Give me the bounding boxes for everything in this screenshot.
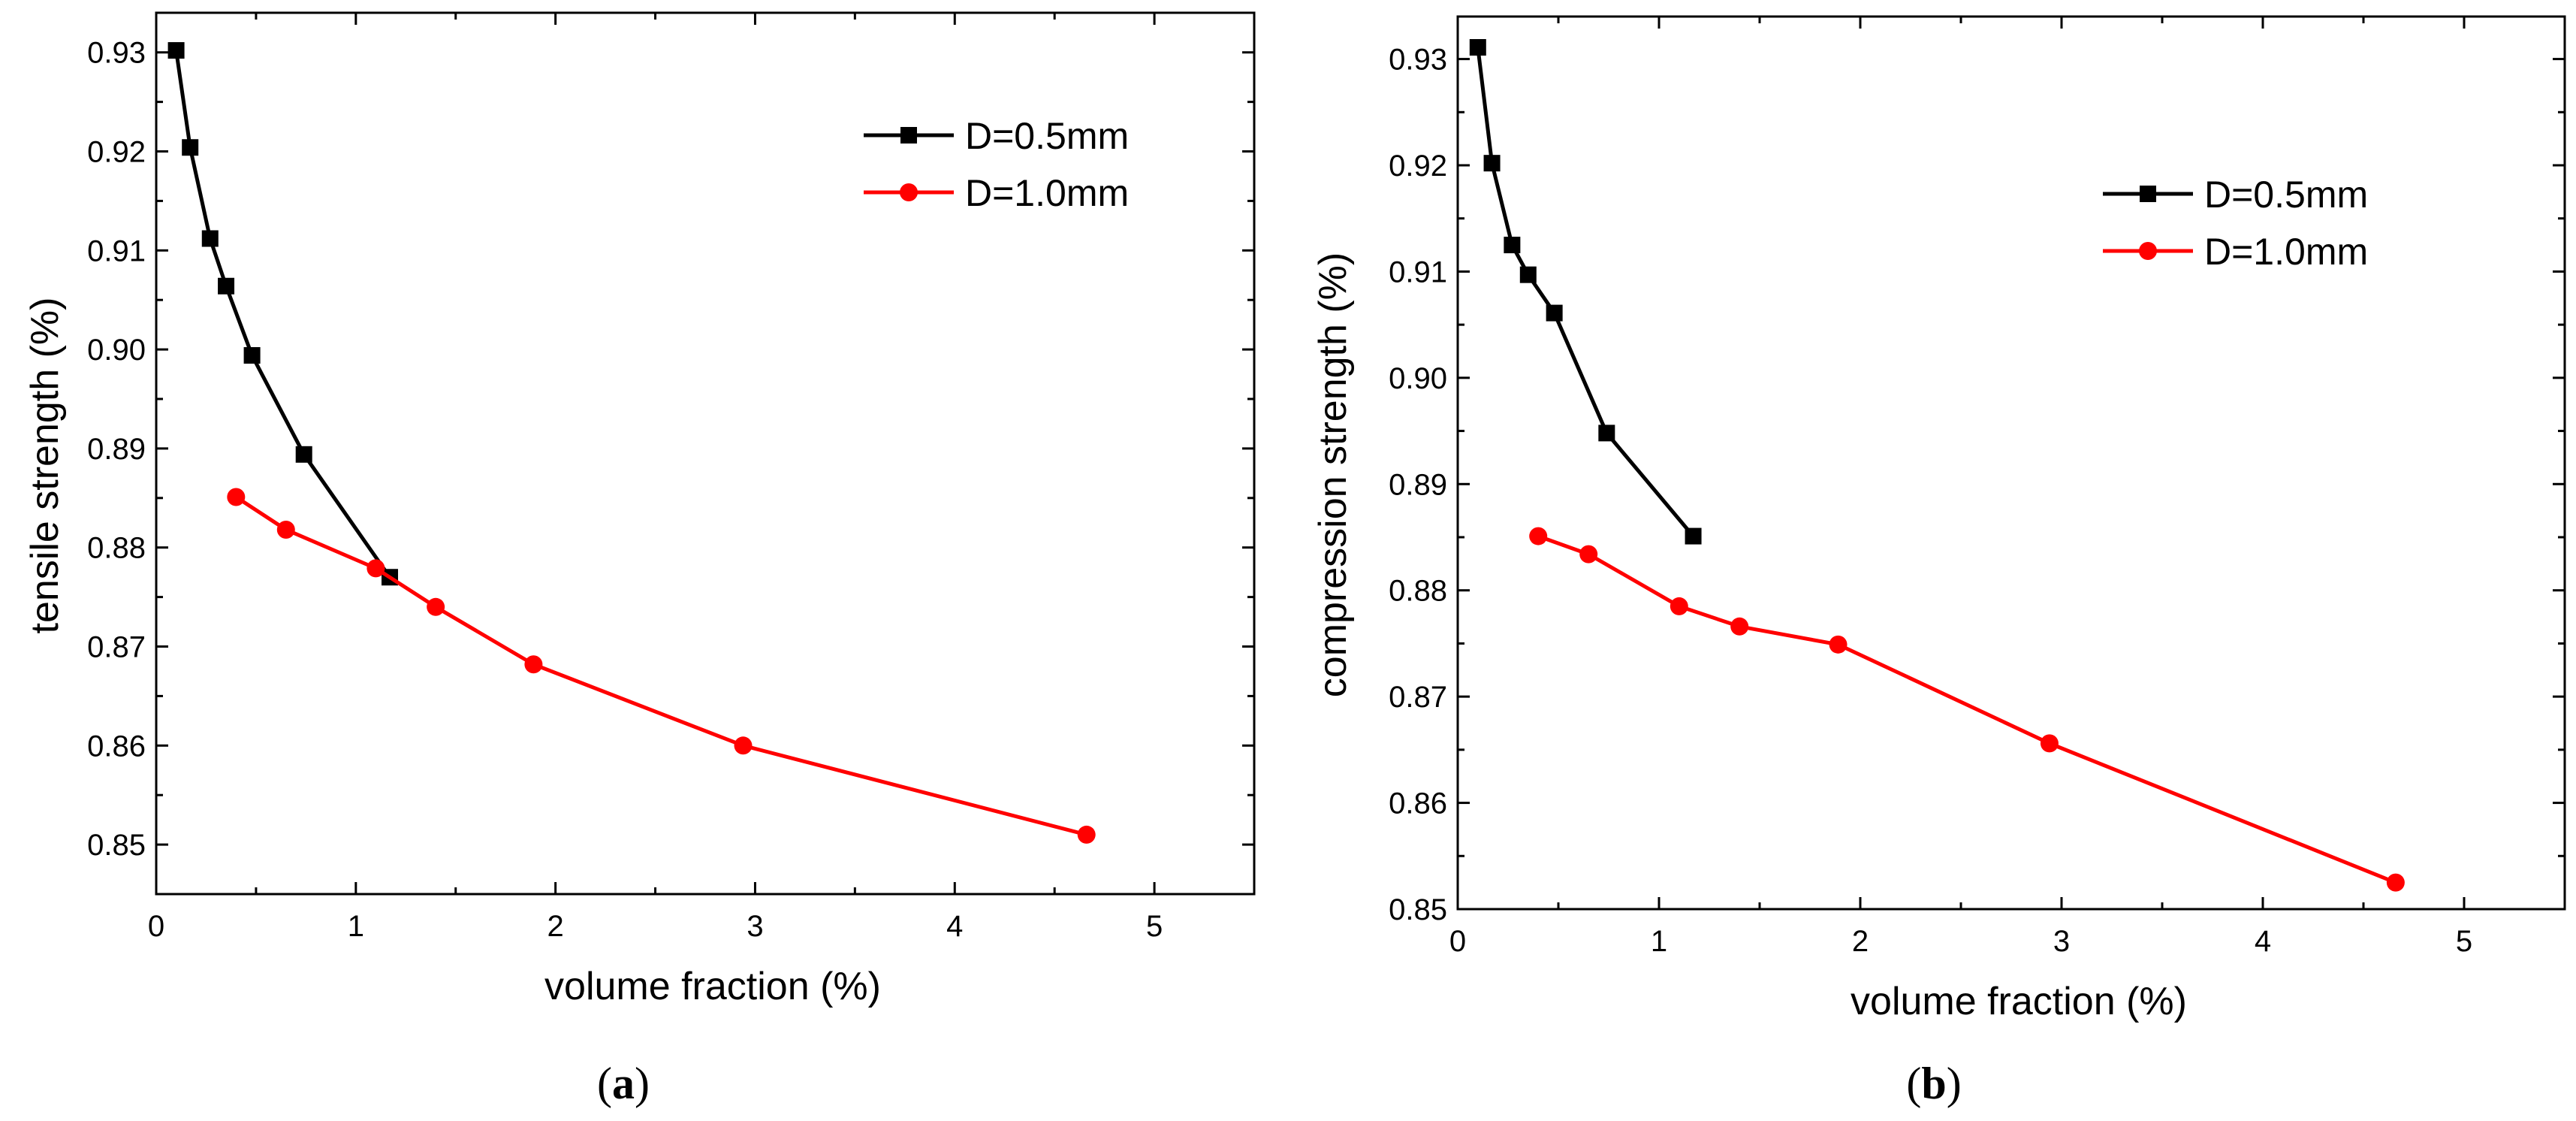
legend-marker-square [2140, 186, 2156, 202]
legend-label: D=1.0mm [2204, 231, 2368, 273]
data-point-circle [1529, 527, 1548, 545]
data-point-circle [1579, 545, 1598, 564]
y-tick-label: 0.88 [1389, 575, 1447, 608]
data-point-circle [366, 559, 385, 578]
y-tick-label: 0.87 [87, 631, 146, 664]
y-tick-label: 0.91 [1389, 255, 1447, 289]
x-tick-label: 2 [547, 910, 564, 943]
data-point-circle [734, 736, 753, 755]
caption-paren-close: ) [635, 1059, 650, 1108]
legend-label: D=1.0mm [965, 172, 1129, 214]
caption-letter: b [1921, 1059, 1946, 1108]
y-tick-label: 0.87 [1389, 681, 1447, 714]
legend-marker-circle [2139, 242, 2157, 260]
x-axis-title: volume fraction (%) [544, 965, 881, 1008]
x-tick-label: 2 [1852, 925, 1869, 958]
data-point-circle [427, 597, 445, 616]
y-tick-label: 0.85 [87, 829, 146, 862]
y-axis-title: compression strength (%) [1311, 252, 1355, 697]
x-tick-label: 5 [2456, 925, 2472, 958]
plot-frame [1456, 15, 2566, 911]
data-point-circle [227, 488, 246, 506]
caption-paren-open: ( [1906, 1059, 1921, 1108]
caption-paren-close: ) [1947, 1059, 1962, 1108]
y-tick-label: 0.91 [87, 234, 146, 267]
legend-marker-circle [900, 183, 918, 201]
y-tick-label: 0.93 [87, 37, 146, 70]
panel-caption: (b) [1906, 1059, 1961, 1108]
y-tick-label: 0.90 [1389, 362, 1447, 395]
y-tick-label: 0.85 [1389, 893, 1447, 926]
x-axis-title: volume fraction (%) [1851, 980, 2187, 1023]
data-point-square [1519, 266, 1537, 283]
y-tick-label: 0.89 [87, 433, 146, 466]
legend-marker-square [900, 127, 917, 144]
x-tick-label: 4 [2255, 925, 2271, 958]
data-point-circle [1077, 825, 1096, 844]
data-point-square [167, 42, 185, 59]
data-point-square [201, 230, 219, 247]
caption-paren-open: ( [597, 1059, 612, 1108]
caption-letter: a [612, 1059, 635, 1108]
y-tick-label: 0.86 [1389, 787, 1447, 820]
data-point-square [243, 347, 261, 364]
data-point-circle [1829, 635, 1848, 654]
chart-panel-a: 0 1 2 3 4 5 0.85 0.86 0.87 0.88 0.89 0.90 0.91 0.92 0.… [23, 11, 1256, 1108]
data-point-square [1598, 425, 1615, 442]
x-tick-label: 0 [148, 910, 164, 943]
chart-panel-b: 0 1 2 3 4 5 0.85 0.86 0.87 0.88 0.89 0.90 0.91 0.92 0.… [1311, 15, 2566, 1108]
y-tick-label: 0.88 [87, 532, 146, 565]
series-line-d10 [1537, 534, 2397, 884]
y-tick-label: 0.89 [1389, 468, 1447, 501]
data-point-circle [2040, 734, 2059, 753]
data-point-circle [1730, 617, 1749, 636]
x-tick-label: 4 [946, 910, 963, 943]
data-point-circle [2386, 873, 2405, 892]
x-tick-label: 1 [348, 910, 364, 943]
series-line-d10 [234, 495, 1087, 837]
plot-frame [155, 11, 1256, 896]
data-point-square [1483, 155, 1501, 172]
y-axis-title: tensile strength (%) [23, 298, 67, 634]
y-tick-label: 0.92 [1389, 150, 1447, 183]
x-tick-label: 0 [1449, 925, 1466, 958]
panel-caption: (a) [597, 1059, 650, 1108]
y-tick-label: 0.90 [87, 334, 146, 367]
y-tick-label: 0.92 [87, 136, 146, 169]
series-line-d05 [174, 50, 392, 579]
x-tick-label: 5 [1146, 910, 1163, 943]
data-point-square [1504, 237, 1521, 254]
data-point-square [182, 139, 199, 156]
data-point-square [1546, 304, 1563, 322]
legend-label: D=0.5mm [2204, 174, 2368, 216]
data-point-square [218, 277, 235, 295]
y-tick-label: 0.86 [87, 730, 146, 763]
x-tick-label: 1 [1651, 925, 1667, 958]
legend-label: D=0.5mm [965, 115, 1129, 157]
data-point-circle [524, 655, 543, 674]
data-point-square [1469, 39, 1486, 56]
data-point-circle [1670, 597, 1688, 615]
data-point-circle [276, 520, 295, 539]
x-tick-label: 3 [2053, 925, 2070, 958]
series-line-d05 [1476, 47, 1695, 538]
data-point-square [1685, 527, 1702, 545]
y-tick-label: 0.93 [1389, 44, 1447, 77]
x-tick-label: 3 [747, 910, 763, 943]
data-point-square [295, 446, 312, 463]
